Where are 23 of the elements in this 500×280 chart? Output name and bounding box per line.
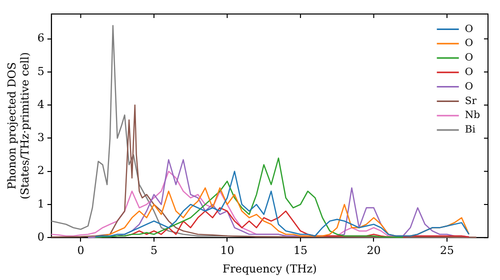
x-tick-label: 25 [440,244,454,258]
legend-label: Nb [464,110,480,122]
y-tick-label: 0 [37,230,44,244]
x-tick-label: 5 [150,244,158,258]
y-tick-label: 6 [37,32,44,45]
legend-label: Sr [464,96,477,107]
y-tick-label: 3 [37,131,44,144]
x-tick-label: 15 [293,244,308,258]
y-tick-label: 4 [37,98,44,111]
legend-label: O [464,66,474,78]
x-tick-label: 20 [366,244,381,258]
legend-label: O [464,52,474,64]
y-axis-title: Phonon projected DOS (States/THz·primitive cell) [5,52,32,200]
y-tick-label: 5 [37,64,44,78]
x-tick-label: 0 [77,244,84,258]
legend-label: Bi [464,124,476,136]
x-axis-title: Frequency (THz) [222,262,317,276]
x-tick-label: 10 [220,244,234,258]
y-tick-label: 1 [37,197,44,210]
legend-label: O [464,24,474,35]
legend-label: O [464,38,474,50]
legend-label: O [464,81,474,92]
y-tick-label: 2 [37,164,44,178]
